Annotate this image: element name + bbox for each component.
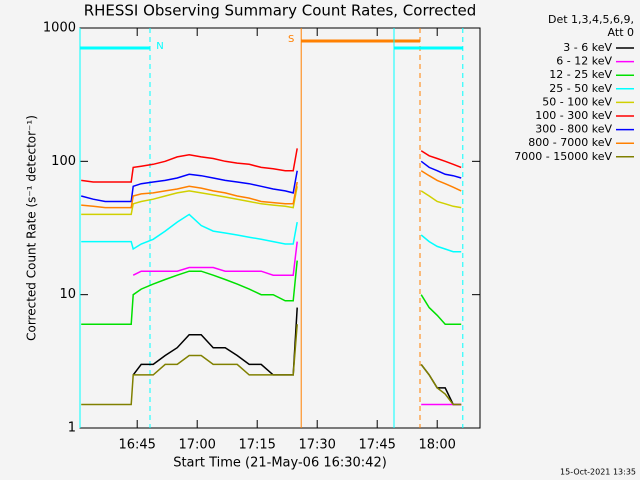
x-tick-label: 18:00 — [418, 438, 455, 453]
x-tick-label: 17:45 — [358, 438, 395, 453]
legend-label: 50 - 100 keV — [542, 95, 612, 108]
series-line — [81, 160, 462, 203]
x-tick-label: 17:15 — [238, 438, 275, 453]
y-tick-label: 1000 — [43, 21, 76, 36]
series-line — [81, 213, 462, 253]
legend-label: 25 - 50 keV — [549, 82, 612, 95]
x-tick-label: 17:30 — [298, 438, 335, 453]
interval-label: N — [156, 41, 163, 52]
x-tick-label: 17:00 — [178, 438, 215, 453]
legend-label: 800 - 7000 keV — [528, 136, 612, 149]
legend-title: Att 0 — [608, 26, 634, 39]
y-tick-label: 100 — [51, 154, 76, 169]
y-axis-label: Corrected Count Rate (s⁻¹ detector⁻¹) — [25, 115, 39, 341]
x-axis-label: Start Time (21-May-06 16:30:42) — [173, 456, 387, 471]
series-line — [81, 324, 462, 406]
legend-label: 3 - 6 keV — [563, 41, 612, 54]
y-tick-label: 1 — [68, 421, 76, 436]
x-tick-label: 16:45 — [118, 438, 155, 453]
legend-label: 7000 - 15000 keV — [514, 150, 612, 163]
series-line — [81, 260, 462, 325]
series-line — [81, 186, 462, 216]
legend-label: 300 - 800 keV — [535, 123, 612, 136]
legend-label: 12 - 25 keV — [549, 68, 612, 81]
series-line — [132, 307, 462, 406]
chart-title: RHESSI Observing Summary Count Rates, Co… — [84, 2, 477, 20]
legend-title: Det 1,3,4,5,6,9, — [548, 13, 634, 26]
legend-label: 6 - 12 keV — [556, 55, 612, 68]
footer: 15-Oct-2021 13:35 — [560, 468, 636, 477]
series-line — [81, 170, 462, 209]
legend-label: 100 - 300 keV — [535, 109, 612, 122]
series-line — [81, 148, 462, 183]
y-tick-label: 10 — [59, 287, 76, 302]
interval-label: S — [288, 34, 294, 45]
